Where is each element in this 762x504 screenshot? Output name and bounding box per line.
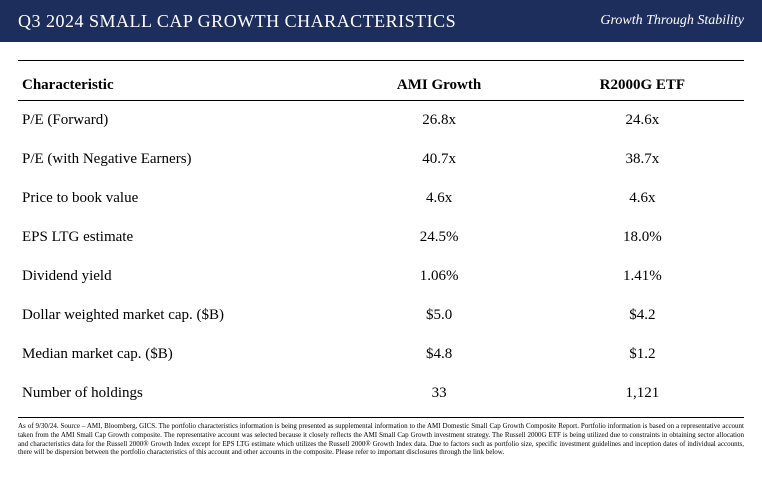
cell-ami: 1.06% bbox=[337, 257, 540, 296]
col-header-ami: AMI Growth bbox=[337, 71, 540, 101]
table-body: P/E (Forward) 26.8x 24.6x P/E (with Nega… bbox=[18, 101, 744, 414]
cell-r2000g: 1.41% bbox=[541, 257, 744, 296]
table-row: P/E (with Negative Earners) 40.7x 38.7x bbox=[18, 140, 744, 179]
cell-r2000g: 1,121 bbox=[541, 374, 744, 413]
table-header-row: Characteristic AMI Growth R2000G ETF bbox=[18, 71, 744, 101]
col-header-r2000g: R2000G ETF bbox=[541, 71, 744, 101]
footnote-text: As of 9/30/24. Source – AMI, Bloomberg, … bbox=[18, 422, 744, 457]
cell-label: P/E (Forward) bbox=[18, 101, 337, 141]
bottom-rule bbox=[18, 417, 744, 418]
cell-label: Price to book value bbox=[18, 179, 337, 218]
header-bar: Q3 2024 SMALL CAP GROWTH CHARACTERISTICS… bbox=[0, 0, 762, 42]
cell-ami: 26.8x bbox=[337, 101, 540, 141]
table-row: Number of holdings 33 1,121 bbox=[18, 374, 744, 413]
cell-label: EPS LTG estimate bbox=[18, 218, 337, 257]
cell-r2000g: 18.0% bbox=[541, 218, 744, 257]
cell-r2000g: $4.2 bbox=[541, 296, 744, 335]
top-rule bbox=[18, 60, 744, 61]
cell-label: Median market cap. ($B) bbox=[18, 335, 337, 374]
cell-r2000g: $1.2 bbox=[541, 335, 744, 374]
table-row: P/E (Forward) 26.8x 24.6x bbox=[18, 101, 744, 141]
cell-r2000g: 4.6x bbox=[541, 179, 744, 218]
cell-ami: 33 bbox=[337, 374, 540, 413]
cell-ami: 40.7x bbox=[337, 140, 540, 179]
characteristics-table: Characteristic AMI Growth R2000G ETF P/E… bbox=[18, 71, 744, 413]
table-row: Median market cap. ($B) $4.8 $1.2 bbox=[18, 335, 744, 374]
table-row: Price to book value 4.6x 4.6x bbox=[18, 179, 744, 218]
cell-r2000g: 38.7x bbox=[541, 140, 744, 179]
cell-label: Dividend yield bbox=[18, 257, 337, 296]
cell-ami: 24.5% bbox=[337, 218, 540, 257]
cell-label: Number of holdings bbox=[18, 374, 337, 413]
col-header-characteristic: Characteristic bbox=[18, 71, 337, 101]
cell-label: P/E (with Negative Earners) bbox=[18, 140, 337, 179]
cell-ami: 4.6x bbox=[337, 179, 540, 218]
cell-ami: $5.0 bbox=[337, 296, 540, 335]
cell-label: Dollar weighted market cap. ($B) bbox=[18, 296, 337, 335]
cell-ami: $4.8 bbox=[337, 335, 540, 374]
table-row: EPS LTG estimate 24.5% 18.0% bbox=[18, 218, 744, 257]
table-row: Dollar weighted market cap. ($B) $5.0 $4… bbox=[18, 296, 744, 335]
cell-r2000g: 24.6x bbox=[541, 101, 744, 141]
page-title: Q3 2024 SMALL CAP GROWTH CHARACTERISTICS bbox=[18, 11, 456, 32]
content-area: Characteristic AMI Growth R2000G ETF P/E… bbox=[0, 42, 762, 457]
table-row: Dividend yield 1.06% 1.41% bbox=[18, 257, 744, 296]
header-tagline: Growth Through Stability bbox=[600, 13, 744, 29]
